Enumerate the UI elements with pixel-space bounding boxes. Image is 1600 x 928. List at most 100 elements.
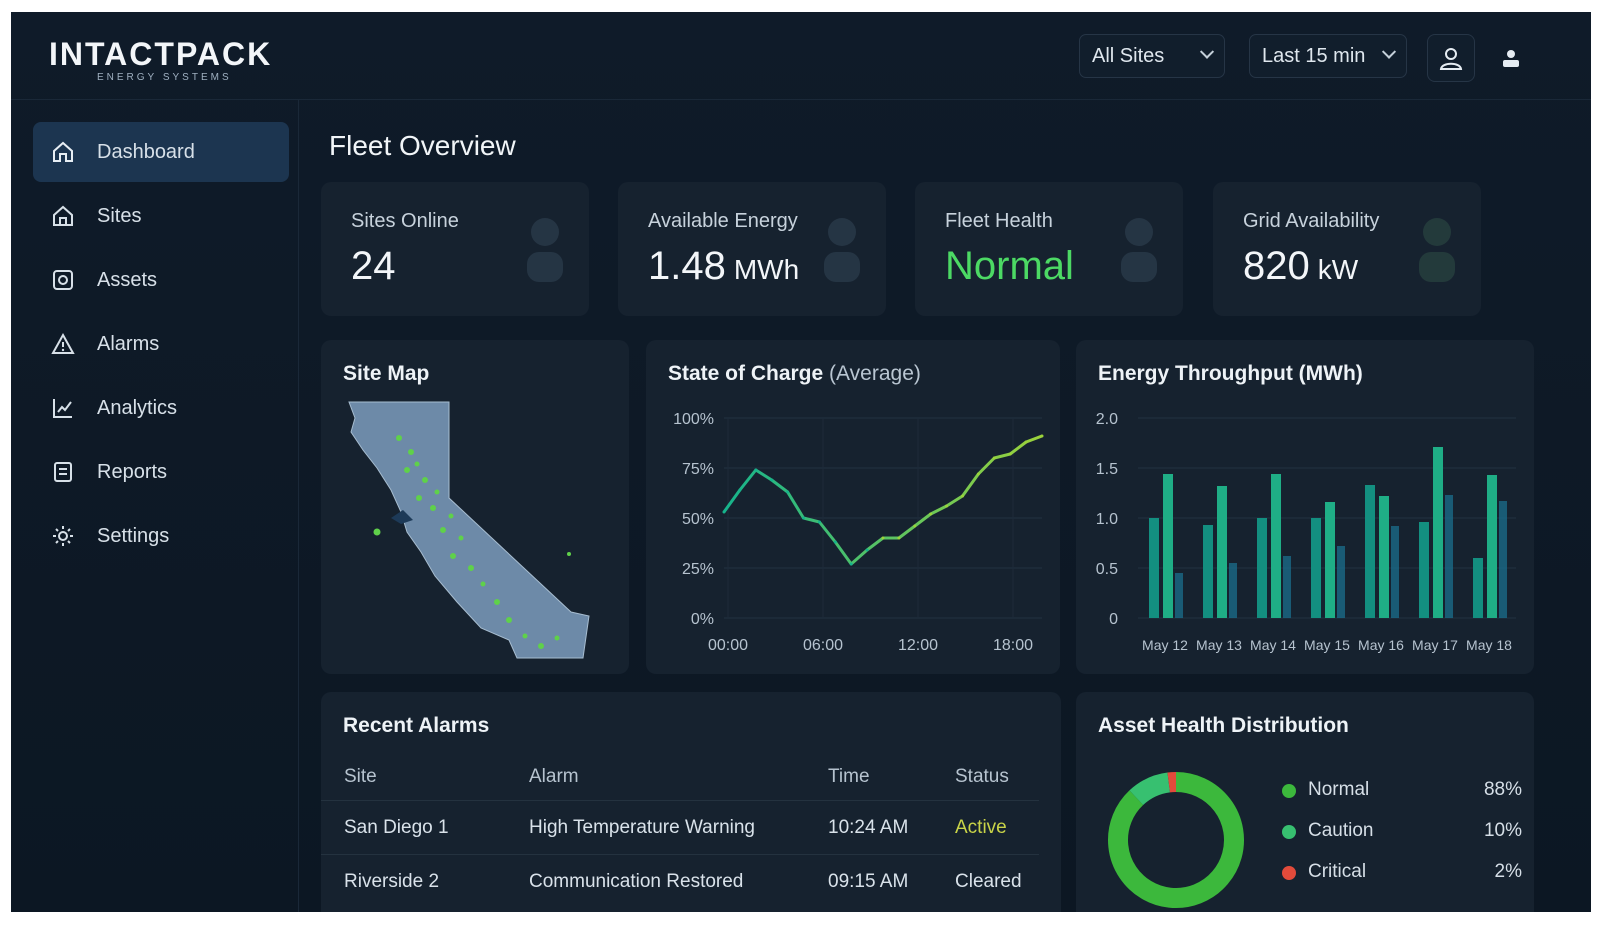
table-row[interactable]: Riverside 2 Communication Restored 09:15… [321,854,1039,908]
asset-health-panel: Asset Health Distribution Normal 88% Cau… [1076,692,1534,912]
kpi-value: 820 kW [1243,244,1358,289]
sidebar-item-reports[interactable]: Reports [33,442,289,502]
kpi-decor-icon [527,218,563,282]
legend-value: 88% [1483,779,1522,800]
soc-point [881,536,885,540]
sidebar-item-label: Sites [97,204,142,227]
sidebar-item-analytics[interactable]: Analytics [33,378,289,438]
legend-label: Caution [1308,820,1374,841]
profile-button[interactable] [1493,40,1529,76]
kpi-card-available-energy[interactable]: Available Energy 1.48 MWh [618,182,886,316]
asset-health-donut[interactable] [1076,692,1276,912]
kpi-label: Sites Online [351,210,459,232]
kpi-value: 1.48 MWh [648,244,799,289]
cell-time: 10:24 AM [828,817,909,838]
kpi-value: 24 [351,244,396,289]
site-filter-select[interactable]: All Sites [1079,34,1225,78]
y-tick-label: 0% [691,611,714,628]
bar [1283,556,1291,618]
kpi-label: Fleet Health [945,210,1053,232]
cell-alarm: Communication Restored [529,871,744,892]
brand-logo[interactable]: INTACTPACK [49,36,273,72]
column-header-alarm[interactable]: Alarm [529,766,579,787]
time-filter-select[interactable]: Last 15 min [1249,34,1407,78]
bar [1365,485,1375,618]
panel-title-main: State of Charge [668,362,824,385]
kpi-number: 820 [1243,244,1310,288]
kpi-card-fleet-health[interactable]: Fleet Health Normal [915,182,1183,316]
column-header-time[interactable]: Time [828,766,870,787]
report-icon [49,458,77,486]
legend-item-critical: Critical 2% [1282,858,1522,888]
bar [1445,495,1453,618]
soc-point [992,456,996,460]
soc-point [961,494,964,498]
brand-tagline: ENERGY SYSTEMS [97,72,232,83]
column-header-status[interactable]: Status [955,766,1009,787]
x-tick-label: May 17 [1412,637,1458,653]
kpi-label: Grid Availability [1243,210,1380,232]
kpi-card-sites-online[interactable]: Sites Online 24 [321,182,589,316]
kpi-card-grid-availability[interactable]: Grid Availability 820 kW [1213,182,1481,316]
x-tick-label: 06:00 [803,637,843,654]
cell-time: 09:15 AM [828,871,909,892]
sidebar-item-assets[interactable]: Assets [33,250,289,310]
soc-point [833,540,837,544]
soc-point [817,520,821,524]
legend-item-normal: Normal 88% [1282,776,1522,806]
bar [1419,522,1429,618]
warning-icon [49,330,77,358]
soc-line-chart[interactable]: 100% 75% 50% 25% 0% 00:00 06:00 12:00 18:00 [646,340,1060,674]
kpi-value: Normal [945,244,1074,289]
sidebar-item-label: Dashboard [97,140,195,163]
home-icon [49,138,77,166]
soc-point [849,562,853,566]
user-icon [1503,50,1519,67]
donut-slice-normal [1108,772,1244,908]
x-tick-label: May 15 [1304,637,1350,653]
bay-shape [391,510,413,524]
bar [1499,501,1507,618]
y-tick-label: 25% [682,561,714,578]
sidebar-item-sites[interactable]: Sites [33,186,289,246]
kpi-unit: kW [1317,254,1359,285]
sidebar-item-alarms[interactable]: Alarms [33,314,289,374]
chevron-down-icon [1199,44,1215,59]
bar [1175,573,1183,618]
page-title: Fleet Overview [329,130,516,161]
home-icon [49,202,77,230]
cell-site: Riverside 2 [344,871,440,892]
bar [1433,447,1443,618]
column-header-site[interactable]: Site [344,766,377,787]
account-button[interactable] [1427,34,1475,82]
bar [1391,526,1399,618]
throughput-bar-chart[interactable]: 2.0 1.5 1.0 0.5 0 May 12 May 13 May 14 May 15 May… [1076,340,1534,674]
assets-icon [49,266,77,294]
table-row[interactable]: San Diego 1 High Temperature Warning 10:… [321,800,1039,854]
soc-point [913,524,917,528]
kpi-label: Available Energy [648,210,798,232]
bar [1337,546,1345,618]
y-tick-label: 100% [673,411,714,428]
sidebar-item-label: Analytics [97,396,178,419]
y-tick-label: 0 [1109,611,1118,628]
chevron-down-icon [1381,44,1397,59]
soc-point [929,512,933,516]
cell-site: San Diego 1 [344,817,449,838]
sidebar-item-settings[interactable]: Settings [33,506,289,566]
legend-dot [1282,825,1296,839]
bar [1487,475,1497,618]
sidebar-item-dashboard[interactable]: Dashboard [33,122,289,182]
bar [1257,518,1267,618]
panel-title-sub: (Average) [829,362,921,385]
sidebar-item-label: Settings [97,524,170,547]
legend-value: 2% [1494,861,1522,882]
x-tick-label: 18:00 [993,637,1033,654]
x-tick-label: May 13 [1196,637,1242,653]
donut-slice-caution [1129,772,1171,806]
sidebar-item-label: Alarms [97,332,160,355]
legend-dot [1282,866,1296,880]
panel-title: State of Charge (Average) [668,362,921,386]
site-map[interactable] [321,340,629,674]
bar [1325,502,1335,618]
